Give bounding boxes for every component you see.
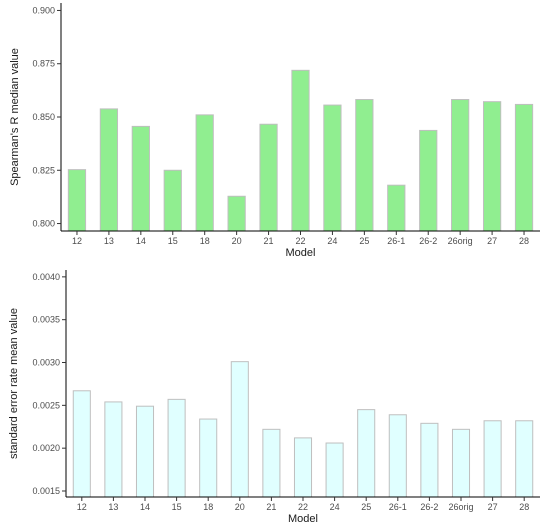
x-tick-label: 12 <box>77 502 87 512</box>
x-tick-label: 12 <box>72 236 82 246</box>
bar-28 <box>514 103 534 232</box>
bar-13 <box>104 401 123 498</box>
bar-15 <box>163 169 182 232</box>
bar-14 <box>131 125 150 232</box>
x-tick-label: 25 <box>361 502 371 512</box>
bar-18 <box>195 114 214 232</box>
x-tick-label: 26-2 <box>419 236 437 246</box>
y-tick-label: 0.825 <box>32 165 55 175</box>
bar-22 <box>293 437 313 498</box>
bar-24 <box>323 104 342 232</box>
x-tick-label: 13 <box>108 502 118 512</box>
y-tick-label: 0.850 <box>32 112 55 122</box>
x-tick-label: 18 <box>203 502 213 512</box>
bar-25 <box>357 409 376 498</box>
x-tick-label: 13 <box>104 236 114 246</box>
bar-20 <box>230 361 249 498</box>
bar-28 <box>515 420 534 498</box>
bar-26-1 <box>388 414 407 498</box>
bar-24 <box>325 442 344 498</box>
x-tick-label: 26-2 <box>420 502 438 512</box>
y-axis-title: standard error rate mean value <box>8 308 20 459</box>
y-tick-label: 0.0025 <box>32 400 60 410</box>
x-tick-label: 26orig <box>448 502 473 512</box>
bar-25 <box>355 99 374 232</box>
x-tick-label: 20 <box>235 502 245 512</box>
x-tick-label: 24 <box>330 502 340 512</box>
bar-27 <box>483 420 502 498</box>
y-tick-label: 0.0040 <box>32 272 60 282</box>
x-tick-label: 14 <box>140 502 150 512</box>
x-tick-label: 26orig <box>448 236 473 246</box>
bar-12 <box>72 390 91 498</box>
y-tick-label: 0.875 <box>32 59 55 69</box>
bar-18 <box>199 418 218 498</box>
bar-27 <box>482 101 502 232</box>
x-tick-label: 18 <box>200 236 210 246</box>
y-axis-title: Spearman's R median value <box>9 48 21 186</box>
x-axis-title: Model <box>286 247 316 259</box>
x-tick-label: 24 <box>327 236 337 246</box>
x-tick-label: 21 <box>264 236 274 246</box>
x-tick-label: 26-1 <box>389 502 407 512</box>
bar-26orig <box>451 428 471 498</box>
x-tick-label: 15 <box>168 236 178 246</box>
y-tick-label: 0.800 <box>32 219 55 229</box>
bar-21 <box>262 428 281 498</box>
bar-22 <box>291 69 310 232</box>
chart-panel-1: 0.800 0.825 0.850 0.875 0.900 12 13 14 15 18 20 21 2… <box>9 3 540 259</box>
bar-21 <box>259 123 278 232</box>
bar-12 <box>67 169 87 232</box>
y-tick-label: 0.0020 <box>32 443 60 453</box>
x-tick-label: 25 <box>359 236 369 246</box>
x-tick-label: 22 <box>298 502 308 512</box>
x-tick-label: 14 <box>136 236 146 246</box>
y-tick-label: 0.0030 <box>32 358 60 368</box>
x-tick-label: 20 <box>232 236 242 246</box>
x-tick-label: 26-1 <box>387 236 405 246</box>
x-axis-title: Model <box>288 513 318 525</box>
bar-15 <box>167 398 186 498</box>
chart-panel-2: 0.0015 0.0020 0.0025 0.0030 0.0035 0.0040 12 13… <box>8 270 540 525</box>
bar-26orig <box>451 99 470 232</box>
bar-26-2 <box>420 422 439 498</box>
y-tick-label: 0.900 <box>32 5 55 15</box>
x-tick-label: 28 <box>519 236 529 246</box>
y-tick-label: 0.0035 <box>32 315 60 325</box>
x-tick-label: 21 <box>266 502 276 512</box>
bar-14 <box>135 405 155 498</box>
bar-13 <box>99 108 119 232</box>
bar-26-2 <box>419 129 438 232</box>
x-tick-label: 22 <box>295 236 305 246</box>
x-tick-label: 28 <box>519 502 529 512</box>
bar-26-1 <box>387 184 406 232</box>
y-tick-label: 0.0015 <box>32 486 60 496</box>
x-tick-label: 27 <box>487 236 497 246</box>
x-tick-label: 27 <box>488 502 498 512</box>
x-tick-label: 15 <box>172 502 182 512</box>
bar-20 <box>227 195 246 232</box>
